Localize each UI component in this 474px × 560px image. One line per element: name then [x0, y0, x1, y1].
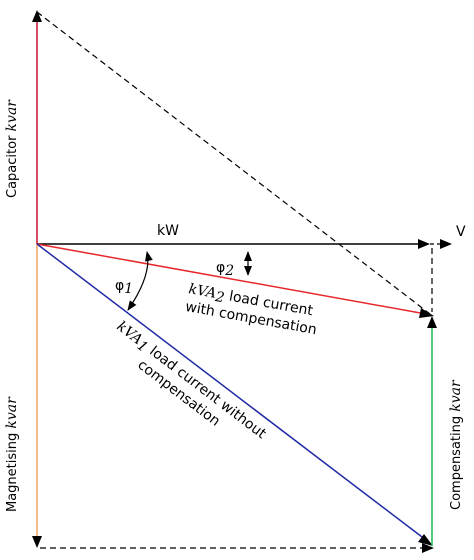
kw-arrowhead	[418, 239, 430, 249]
magnetising-arrowhead	[32, 536, 42, 548]
capacitor-shift-dashed-line	[36, 11, 431, 315]
capacitor-kvar-label: Capacitor kvar	[4, 99, 20, 198]
v-label: V	[456, 224, 466, 240]
svg-text:kVA1 load current without: kVA1 load current without	[112, 318, 270, 444]
kva2-vector	[36, 243, 427, 315]
phi2-label: φ2	[216, 260, 234, 279]
compensating-arrowhead	[427, 316, 437, 328]
kva2-label: kVA2 load current with compensation	[184, 281, 318, 338]
kva1-label: kVA1 load current without compensation	[112, 318, 270, 444]
kva1-vector	[36, 243, 427, 541]
v-arrowhead	[440, 239, 452, 249]
phi1-angle-arc	[127, 251, 153, 311]
kva2-arrowhead	[419, 308, 434, 318]
bottom-dashed-arrowhead	[422, 543, 434, 553]
kva1-arrowhead	[418, 534, 433, 546]
capacitor-arrowhead	[32, 10, 42, 22]
compensating-kvar-label: Compensating kvar	[448, 379, 464, 510]
magnetising-kvar-label: Magnetising kvar	[4, 396, 20, 512]
kw-label: kW	[157, 223, 179, 239]
phi1-label: φ1	[115, 278, 133, 297]
